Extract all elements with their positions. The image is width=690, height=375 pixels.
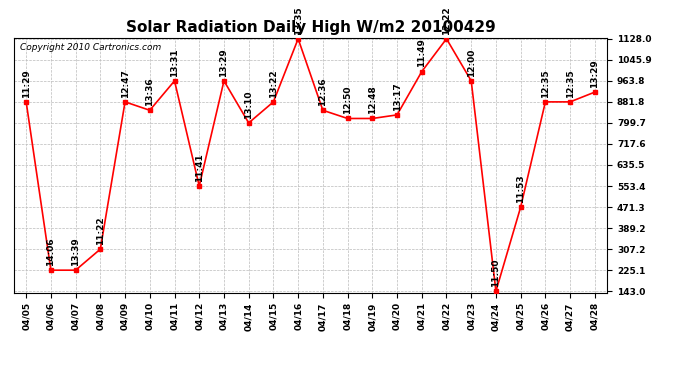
Text: 13:35: 13:35 bbox=[294, 6, 303, 34]
Text: 12:50: 12:50 bbox=[343, 86, 352, 114]
Text: 13:29: 13:29 bbox=[219, 48, 228, 77]
Text: 12:22: 12:22 bbox=[442, 6, 451, 34]
Text: 13:22: 13:22 bbox=[269, 69, 278, 98]
Text: 11:22: 11:22 bbox=[96, 216, 105, 245]
Text: 13:17: 13:17 bbox=[393, 82, 402, 111]
Text: 12:35: 12:35 bbox=[541, 69, 550, 98]
Text: 13:10: 13:10 bbox=[244, 90, 253, 119]
Text: 11:41: 11:41 bbox=[195, 153, 204, 182]
Text: Copyright 2010 Cartronics.com: Copyright 2010 Cartronics.com bbox=[20, 43, 161, 52]
Text: 12:47: 12:47 bbox=[121, 69, 130, 98]
Text: 11:53: 11:53 bbox=[516, 174, 525, 203]
Title: Solar Radiation Daily High W/m2 20100429: Solar Radiation Daily High W/m2 20100429 bbox=[126, 20, 495, 35]
Text: 12:48: 12:48 bbox=[368, 86, 377, 114]
Text: 11:50: 11:50 bbox=[491, 258, 500, 287]
Text: 13:29: 13:29 bbox=[591, 59, 600, 88]
Text: 11:49: 11:49 bbox=[417, 39, 426, 68]
Text: 13:31: 13:31 bbox=[170, 48, 179, 77]
Text: 12:00: 12:00 bbox=[466, 48, 475, 77]
Text: 12:36: 12:36 bbox=[318, 78, 327, 106]
Text: 11:29: 11:29 bbox=[21, 69, 30, 98]
Text: 12:35: 12:35 bbox=[566, 69, 575, 98]
Text: 13:39: 13:39 bbox=[71, 237, 80, 266]
Text: 14:06: 14:06 bbox=[46, 237, 55, 266]
Text: 13:36: 13:36 bbox=[146, 78, 155, 106]
